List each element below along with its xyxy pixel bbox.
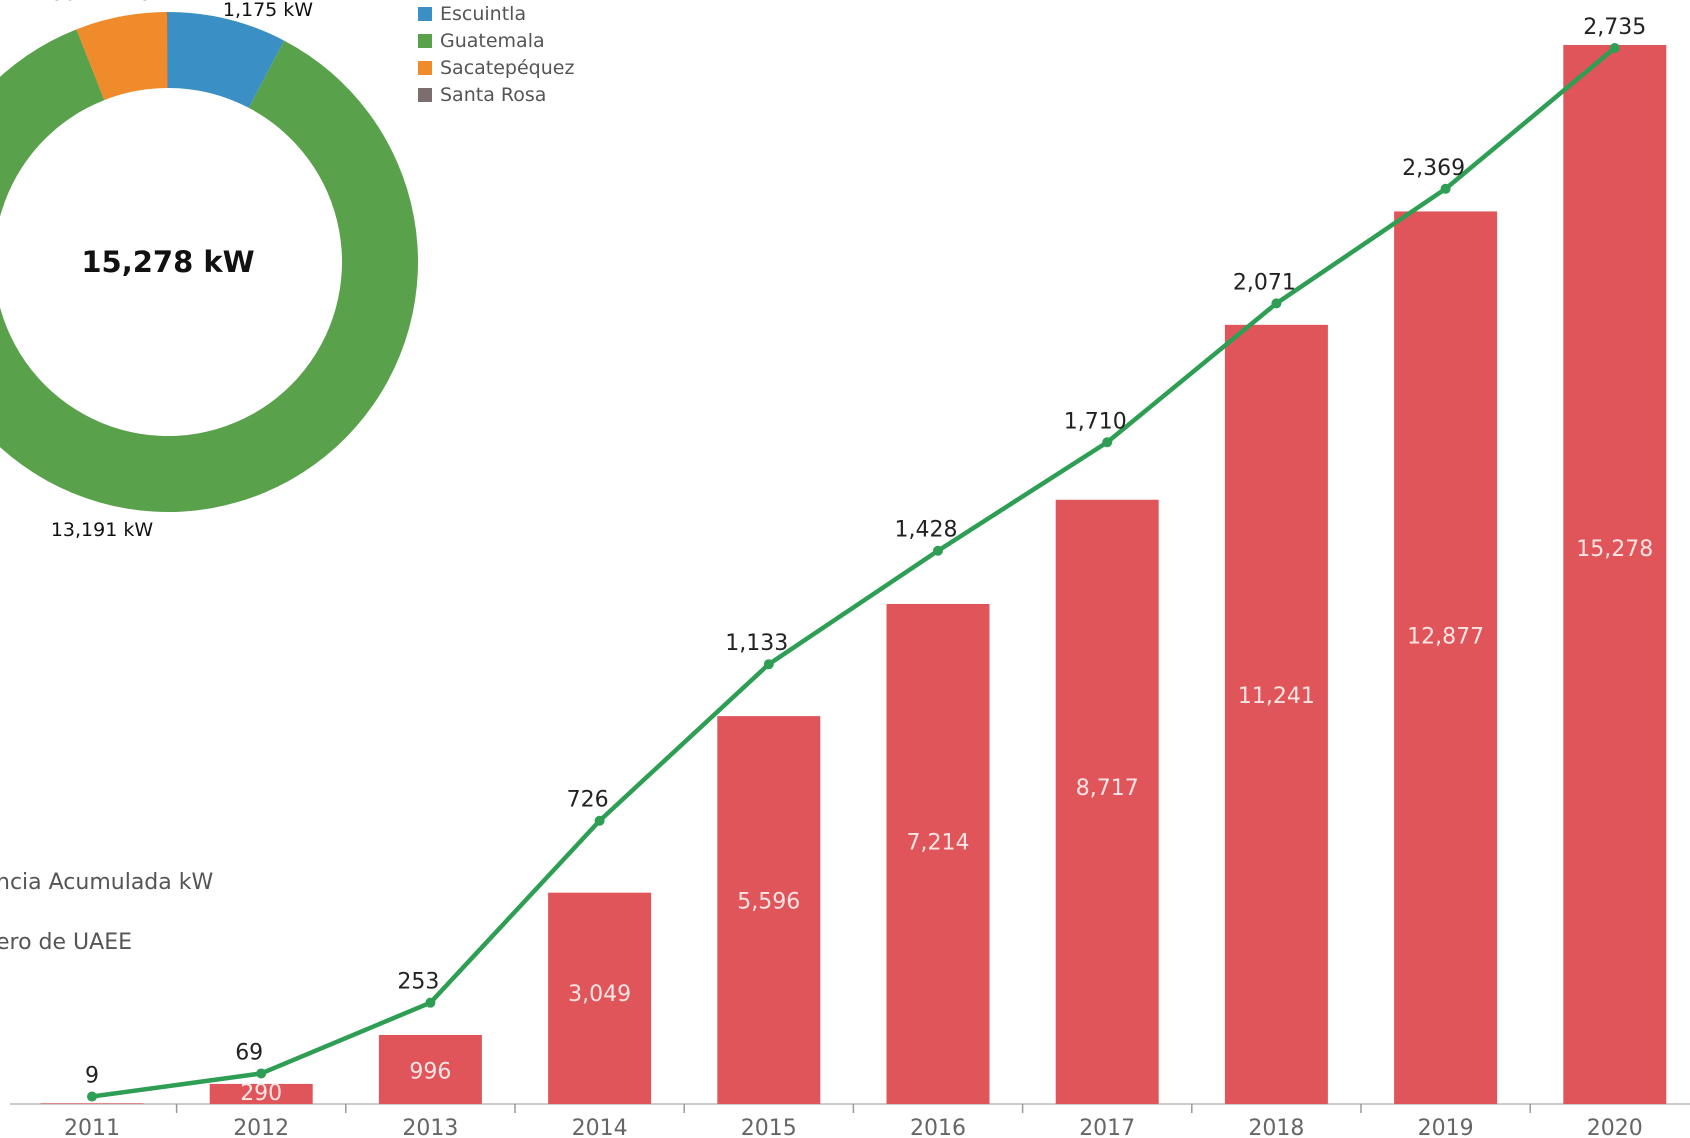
bar[interactable] [1224, 324, 1328, 1105]
bar[interactable] [1394, 211, 1498, 1105]
bar-value-label: 12,877 [1407, 624, 1484, 649]
bar-value-label: 3,049 [568, 982, 631, 1007]
measure-label-power: ncia Acumulada kW [0, 870, 214, 895]
x-tick-label: 2020 [1587, 1116, 1643, 1138]
legend-label: Guatemala [440, 29, 545, 52]
x-tick-label: 2012 [233, 1116, 289, 1138]
line-point[interactable] [87, 1091, 97, 1102]
line-point[interactable] [256, 1068, 267, 1079]
legend-swatch [418, 6, 432, 21]
legend-label: Santa Rosa [440, 83, 547, 106]
line-point[interactable] [425, 997, 436, 1008]
x-tick-label: 2019 [1418, 1116, 1474, 1138]
legend-swatch [418, 33, 432, 48]
legend-label: Sacatepéquez [440, 56, 575, 79]
x-tick-label: 2018 [1248, 1116, 1304, 1138]
bar[interactable] [209, 1083, 313, 1104]
donut-slice-label: 13,191 kW [51, 519, 154, 541]
bar[interactable] [1055, 499, 1159, 1104]
line-value-label: 9 [85, 1064, 99, 1089]
line-point[interactable] [933, 545, 943, 556]
donut-slice-label: 9 kW [140, 0, 188, 5]
x-tick-label: 2014 [572, 1116, 628, 1138]
line-value-label: 2,735 [1583, 15, 1646, 40]
bar-value-label: 15,278 [1576, 537, 1653, 562]
x-tick-label: 2015 [741, 1116, 797, 1138]
bar-value-label: 5,596 [737, 889, 800, 914]
bar-value-label: 8,717 [1076, 776, 1139, 801]
bar[interactable] [717, 716, 821, 1104]
line-value-label: 69 [235, 1040, 263, 1065]
donut-slice[interactable] [168, 12, 285, 108]
donut-slice[interactable] [167, 12, 168, 89]
measure-label-count: ero de UAEE [0, 930, 132, 955]
bar-value-label: 996 [409, 1059, 451, 1084]
bar-value-label: 7,214 [907, 830, 970, 855]
line-value-label: 726 [567, 788, 609, 813]
donut-slice-label: 1,175 kW [223, 0, 313, 21]
line-value-label: 1,133 [725, 631, 788, 656]
donut-slice[interactable] [76, 12, 168, 101]
line-point[interactable] [1440, 183, 1451, 194]
bar-chart: 2011 2012 290 2013 996 2014 3,049 2015 5,596 2016… [10, 15, 1690, 1138]
x-tick-label: 2016 [910, 1116, 966, 1138]
line-point[interactable] [1271, 298, 1282, 309]
bar[interactable] [886, 603, 990, 1104]
x-tick-label: 2017 [1079, 1116, 1135, 1138]
donut-slice[interactable] [0, 29, 418, 512]
bar[interactable] [40, 1103, 144, 1104]
bar[interactable] [378, 1034, 482, 1104]
line-value-label: 253 [397, 970, 439, 995]
legend-swatch [418, 60, 432, 75]
legend-item-guatemala[interactable]: Guatemala [418, 27, 574, 54]
bar[interactable] [1563, 45, 1667, 1104]
x-tick-label: 2013 [402, 1116, 458, 1138]
bar-value-label: 11,241 [1238, 684, 1315, 709]
donut-chart: 15,278 kW 1,175 kW 13,191 kW 902 kW 9 kW [0, 0, 418, 541]
legend-label: Escuintla [440, 2, 527, 25]
line-series [91, 46, 1617, 1099]
line-value-label: 2,369 [1402, 156, 1465, 181]
legend: Escuintla Guatemala Sacatepéquez Santa R… [418, 0, 574, 108]
line-point[interactable] [1102, 437, 1113, 448]
bar[interactable] [548, 892, 652, 1104]
legend-swatch [418, 87, 432, 102]
line-point[interactable] [763, 659, 774, 670]
x-tick-label: 2011 [64, 1116, 120, 1138]
legend-item-escuintla[interactable]: Escuintla [418, 0, 574, 27]
line-value-label: 1,710 [1064, 409, 1127, 434]
line-value-label: 1,428 [895, 518, 958, 543]
donut-center-label: 15,278 kW [81, 245, 254, 279]
line-point[interactable] [594, 815, 605, 826]
donut-slice-label: 902 kW [52, 0, 124, 5]
legend-item-santa-rosa[interactable]: Santa Rosa [418, 81, 574, 108]
line-point[interactable] [1609, 43, 1620, 53]
line-value-label: 2,071 [1233, 270, 1296, 295]
bar-value-label: 290 [240, 1081, 282, 1106]
legend-item-sacatepequez[interactable]: Sacatepéquez [418, 54, 574, 81]
